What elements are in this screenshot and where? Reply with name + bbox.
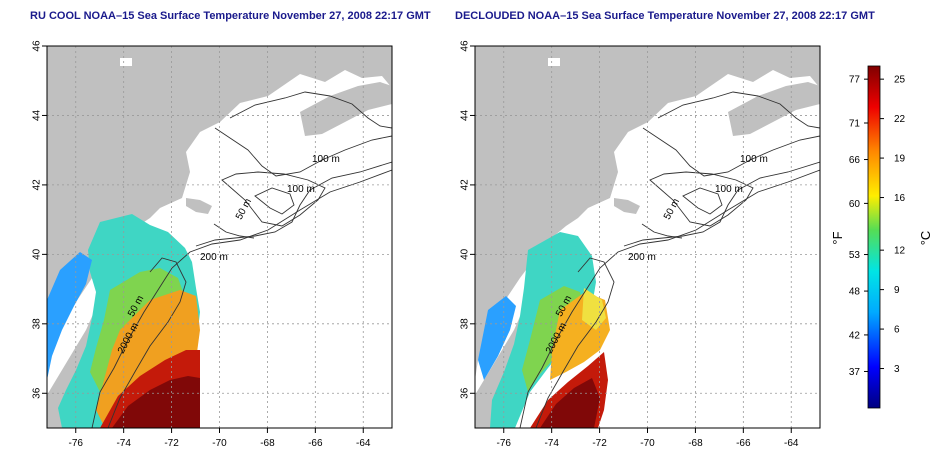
sst-swath-warm [96, 290, 200, 428]
contour-label: 100 m [715, 184, 743, 195]
contour-label: 100 m [740, 154, 768, 165]
colorbar-c-tick-label: 3 [894, 364, 900, 375]
contour-label: 2000 m [544, 321, 569, 356]
lon-tick-label: -72 [164, 438, 179, 449]
panel-title-right: DECLOUDED NOAA–15 Sea Surface Temperatur… [455, 10, 875, 22]
sst-colorbar: 77 71 66 60 53 48 42 37 25 22 19 16 12 9 6 3 °F °C [830, 65, 933, 409]
sst-swath-yellow [582, 288, 606, 330]
map-frame-left [46, 45, 393, 429]
map-frame-right [474, 45, 821, 429]
lat-tick-label: 44 [32, 109, 43, 121]
graticule-left [47, 45, 392, 428]
sst-swath-cool [490, 232, 596, 428]
bathymetry-contours [91, 91, 392, 428]
sst-gulfstream [530, 352, 608, 428]
lon-tick-label: -64 [784, 438, 799, 449]
lon-tick-label: -70 [212, 438, 227, 449]
contour-label: 200 m [628, 252, 656, 263]
lon-tick-label: -66 [736, 438, 751, 449]
lat-tick-label: 44 [460, 109, 471, 121]
sst-gulfstream [100, 350, 200, 428]
lat-tick-label: 38 [460, 318, 471, 330]
colorbar-c-tick-label: 9 [894, 285, 900, 296]
colorbar-c-tick-label: 22 [894, 114, 906, 125]
colorbar-c-tick-label: 6 [894, 325, 900, 336]
land-delmarva [47, 312, 100, 428]
lat-tick-label: 42 [460, 179, 471, 191]
colorbar-f-tick-label: 48 [849, 287, 861, 298]
contour-label: 50 m [662, 197, 682, 222]
contour-label: 2000 m [116, 321, 141, 356]
sst-nearshore-blue [47, 252, 92, 380]
colorbar-f-tick-label: 60 [849, 199, 861, 210]
contour-label: 100 m [312, 154, 340, 165]
colorbar-c-tick-label: 25 [894, 75, 906, 86]
sst-gulfstream-core [112, 376, 200, 428]
lat-tick-label: 36 [460, 387, 471, 399]
lon-tick-label: -64 [356, 438, 371, 449]
sst-swath-mid [522, 286, 584, 392]
land-nova-scotia [728, 82, 820, 136]
land-cape-cod [186, 198, 212, 214]
bathymetry-contours [519, 91, 820, 428]
lat-tick-label: 42 [32, 179, 43, 191]
colorbar-f-tick-label: 42 [849, 330, 861, 341]
colorbar-ramp [867, 65, 881, 409]
axis-ticks-left: -76 -74 -72 -70 -68 -66 -64 46 44 42 40 38 36 [32, 40, 371, 449]
contour-label: 100 m [287, 184, 315, 195]
colorbar-celsius-label: °C [918, 231, 933, 246]
colorbar-f-tick-label: 53 [849, 250, 861, 261]
land-delmarva [475, 312, 528, 428]
axis-ticks-right: -76 -74 -72 -70 -68 -66 -64 46 44 42 40 38 36 [460, 40, 799, 449]
panel-title-left: RU COOL NOAA–15 Sea Surface Temperature … [30, 10, 431, 22]
colorbar-c-tick-label: 16 [894, 193, 906, 204]
lon-tick-label: -66 [308, 438, 323, 449]
lat-tick-label: 36 [32, 387, 43, 399]
colorbar-f-tick-label: 71 [849, 119, 861, 130]
sst-swath-cool [58, 214, 200, 428]
colorbar-celsius-ticks: 25 22 19 16 12 9 6 3 [880, 75, 906, 375]
colorbar-fahrenheit-label: °F [830, 231, 845, 244]
colorbar-f-tick-label: 77 [849, 75, 861, 86]
land-mass [475, 46, 820, 380]
lat-tick-label: 40 [460, 248, 471, 260]
lat-tick-label: 46 [460, 40, 471, 52]
contour-label: 50 m [554, 294, 574, 319]
contour-label: 50 m [126, 294, 146, 319]
land-lake [548, 58, 560, 66]
land-cape-cod [614, 198, 640, 214]
colorbar-c-tick-label: 19 [894, 154, 906, 165]
colorbar-c-tick-label: 12 [894, 246, 906, 257]
contour-label: 200 m [200, 252, 228, 263]
lon-tick-label: -68 [260, 438, 275, 449]
lon-tick-label: -72 [592, 438, 607, 449]
sst-gulfstream-core [540, 378, 600, 428]
sst-swath-warm [550, 292, 610, 380]
lon-tick-label: -76 [497, 438, 512, 449]
sst-nearshore-blue [478, 296, 516, 380]
contour-label: 50 m [234, 197, 254, 222]
lon-tick-label: -68 [688, 438, 703, 449]
lon-tick-label: -76 [69, 438, 84, 449]
land-nova-scotia [300, 82, 392, 136]
lat-tick-label: 46 [32, 40, 43, 52]
lat-tick-label: 40 [32, 248, 43, 260]
colorbar-f-tick-label: 37 [849, 367, 861, 378]
lon-tick-label: -74 [116, 438, 131, 449]
sst-swath-mid [90, 268, 186, 392]
lon-tick-label: -74 [544, 438, 559, 449]
lon-tick-label: -70 [640, 438, 655, 449]
graticule-right [475, 45, 820, 428]
colorbar-f-tick-label: 66 [849, 155, 861, 166]
land-lake [120, 58, 132, 66]
lat-tick-label: 38 [32, 318, 43, 330]
colorbar-fahrenheit-ticks: 77 71 66 60 53 48 42 37 [849, 75, 868, 378]
land-mass [47, 46, 392, 380]
